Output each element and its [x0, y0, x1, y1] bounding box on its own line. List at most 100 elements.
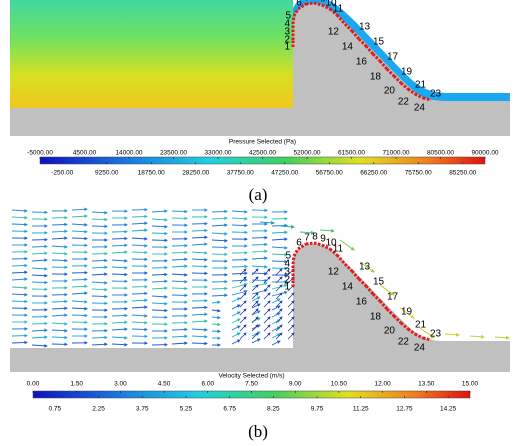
velocity-vector: [51, 236, 68, 240]
velocity-vector: [11, 215, 28, 220]
point-label: 1: [284, 282, 290, 293]
velocity-vector: [299, 230, 315, 235]
velocity-vector: [191, 341, 208, 346]
crest-trace: [357, 37, 368, 48]
velocity-vector: [91, 258, 108, 263]
velocity-vector: [31, 335, 48, 339]
crest-trace: [350, 270, 361, 280]
velocity-vector: [231, 223, 248, 228]
velocity-vector: [51, 245, 68, 249]
crest-trace: [357, 277, 368, 288]
crest-trace: [321, 3, 331, 11]
velocity-vector: [271, 246, 288, 250]
velocity-vector: [231, 311, 241, 317]
point-label: 12: [328, 267, 340, 278]
velocity-vector: [359, 261, 375, 273]
velocity-vector: [151, 286, 168, 290]
velocity-vector: [287, 308, 295, 316]
crest-trace: [321, 243, 331, 251]
colorbar-tick-label: 2.25: [92, 406, 105, 413]
colorbar-tick-label: 9.75: [311, 406, 324, 413]
velocity-vector: [91, 272, 108, 276]
velocity-vector: [251, 300, 259, 308]
velocity-vector: [419, 327, 435, 339]
point-label: 9: [320, 234, 326, 245]
colorbar-tick-label: 61500.00: [338, 150, 365, 157]
colorbar-tick-label: -250.00: [51, 170, 73, 177]
point-label: 22: [398, 97, 410, 108]
velocity-vector: [171, 286, 188, 291]
velocity-vector: [275, 276, 283, 284]
colorbar-tick-label: 90000.00: [471, 150, 498, 157]
velocity-vector: [131, 243, 148, 248]
colorbar-tick-label: 66250.00: [360, 170, 387, 177]
velocity-vector: [71, 207, 88, 212]
velocity-vector: [239, 316, 247, 324]
colorbar-tick-label: 10.50: [331, 381, 348, 388]
velocity-vector: [263, 284, 271, 292]
velocity-vector: [31, 280, 48, 285]
crest-trace: [407, 327, 416, 336]
velocity-vector: [171, 273, 188, 277]
velocity-vector: [31, 321, 48, 326]
crest-trace: [292, 8, 300, 17]
velocity-vector: [251, 249, 268, 254]
velocity-vector: [71, 214, 88, 218]
velocity-vector: [287, 292, 295, 300]
colorbar-title: Pressure Selected (Pa): [229, 139, 296, 146]
velocity-vector: [11, 222, 28, 227]
velocity-vector: [287, 324, 295, 332]
velocity-vector: [319, 228, 335, 233]
velocity-vector: [251, 316, 259, 324]
colorbar-tick-label: 5.25: [180, 406, 193, 413]
velocity-vector: [151, 224, 168, 229]
crest-trace: [385, 307, 396, 318]
velocity-vector: [171, 279, 188, 284]
velocity-vector: [91, 294, 108, 299]
point-label: 22: [398, 337, 410, 348]
point-label: 21: [415, 320, 427, 331]
velocity-vector: [211, 300, 221, 305]
velocity-vector: [111, 272, 128, 277]
velocity-vector: [91, 217, 108, 222]
velocity-vector: [275, 300, 283, 308]
point-label: 24: [414, 103, 426, 114]
colorbar-tick-label: 4500.00: [73, 150, 97, 157]
velocity-vector: [251, 303, 261, 309]
velocity-vector: [191, 264, 208, 269]
velocity-vector: [251, 284, 259, 292]
point-label: 13: [359, 262, 371, 273]
velocity-vector: [239, 292, 247, 300]
velocity-vector: [211, 245, 228, 250]
velocity-vector: [231, 271, 248, 276]
point-label: 20: [384, 326, 396, 337]
velocity-vector: [111, 243, 128, 248]
crest-trace: [392, 314, 403, 325]
velocity-vector: [469, 334, 485, 339]
velocity-vector: [51, 299, 68, 304]
crest-trace: [329, 7, 338, 17]
velocity-vector: [151, 308, 168, 313]
colorbar-tick-label: 42500.00: [249, 150, 276, 157]
velocity-vector: [271, 223, 288, 228]
colorbar-tick-label: 3.00: [114, 381, 127, 388]
crest-trace: [385, 67, 396, 78]
velocity-vector: [263, 292, 271, 300]
velocity-vector: [51, 322, 68, 326]
velocity-vector: [171, 264, 188, 268]
velocity-vector: [263, 332, 271, 340]
point-label: 4: [284, 259, 290, 270]
velocity-vector: [211, 322, 221, 327]
velocity-vector: [279, 224, 295, 229]
velocity-vector: [171, 250, 188, 255]
crest-trace: [392, 74, 403, 85]
velocity-vector: [271, 305, 281, 311]
velocity-vector: [111, 265, 128, 270]
velocity-vector: [231, 304, 241, 310]
velocity-vector: [11, 292, 28, 297]
colorbar-tick-label: 9.00: [289, 381, 302, 388]
crest-trace: [291, 255, 296, 265]
velocity-vector: [239, 324, 247, 332]
colorbar-tick-label: 71000.00: [382, 150, 409, 157]
